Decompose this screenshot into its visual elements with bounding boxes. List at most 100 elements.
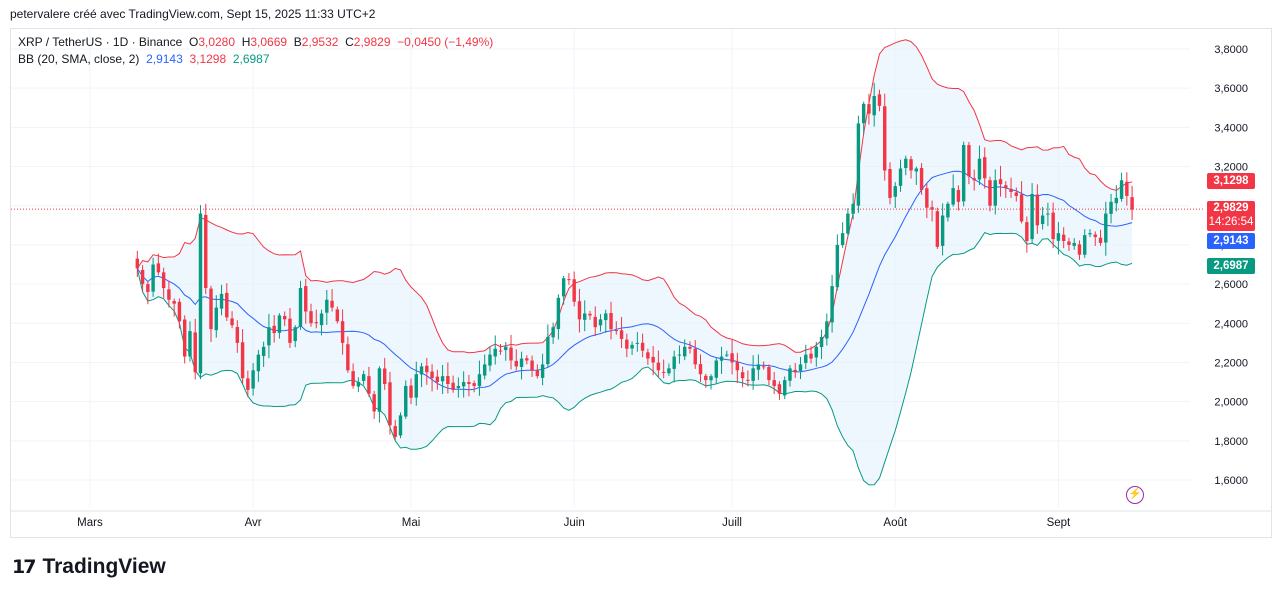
candle-body	[530, 360, 534, 371]
countdown-value: 14:26:54	[1208, 216, 1254, 228]
candle-body	[856, 123, 861, 206]
y-tick-label: 2,4000	[1214, 318, 1248, 330]
candle-body	[1014, 192, 1019, 196]
low-label: B	[293, 35, 302, 49]
candle-body	[230, 318, 234, 326]
candle-body	[940, 215, 945, 246]
candle-body	[1004, 185, 1008, 189]
candle-body	[535, 370, 540, 377]
candle-body	[251, 370, 255, 389]
candle-body	[877, 94, 882, 106]
candle-body	[1077, 244, 1082, 255]
candle-body	[919, 168, 924, 191]
candle-body	[961, 144, 966, 202]
candle-body	[598, 319, 603, 326]
candle-body	[256, 354, 261, 372]
candle-body	[167, 289, 171, 300]
candle-body	[630, 344, 634, 349]
candle-body	[404, 385, 408, 417]
candle-body	[398, 415, 403, 436]
candle-body	[951, 188, 955, 205]
candle-body	[593, 316, 597, 328]
candle-body	[819, 336, 824, 348]
candle-body	[772, 380, 776, 386]
candle-body	[1130, 197, 1134, 210]
x-tick-label: Juin	[564, 517, 585, 529]
candle-body	[1098, 237, 1103, 243]
lightning-bolt-icon[interactable]: ⚡	[1126, 486, 1144, 504]
bb-upper-line	[136, 39, 1133, 354]
candle-body	[909, 159, 913, 171]
candle-body	[893, 186, 897, 197]
candle-body	[756, 364, 761, 370]
symbol-name: XRP / TetherUS · 1D · Binance	[18, 35, 183, 49]
x-tick-label: Juill	[722, 517, 742, 529]
candle-body	[319, 313, 324, 326]
tradingview-logo[interactable]: 17 TradingView	[12, 555, 166, 578]
candle-body	[1067, 241, 1071, 245]
candle-body	[135, 258, 140, 269]
candle-body	[519, 358, 524, 367]
bb-basis-value: 2,9143	[146, 52, 183, 66]
tradingview-logo-icon: 17	[12, 556, 36, 578]
candle-body	[672, 356, 676, 369]
candle-body	[372, 394, 376, 412]
candle-body	[798, 364, 803, 372]
candle-body	[872, 96, 876, 116]
candle-body	[514, 360, 518, 367]
candle-body	[193, 332, 197, 373]
candle-body	[1009, 188, 1013, 193]
y-tick-label: 2,6000	[1214, 279, 1248, 291]
candle-body	[204, 214, 208, 289]
candle-body	[367, 376, 371, 394]
candle-body	[898, 168, 903, 186]
candle-body	[1088, 233, 1092, 235]
high-value: 3,0669	[250, 35, 288, 49]
candle-body	[225, 292, 229, 318]
candle-body	[572, 279, 576, 302]
candle-body	[698, 364, 703, 375]
candle-body	[235, 327, 240, 343]
chart-frame[interactable]	[10, 28, 1272, 538]
candle-body	[935, 211, 940, 247]
candle-body	[656, 362, 661, 371]
candle-body	[298, 288, 303, 327]
candle-body	[651, 356, 655, 363]
candle-body	[967, 145, 971, 177]
candle-body	[993, 180, 997, 206]
candle-body	[425, 365, 429, 373]
brand-name: TradingView	[42, 555, 166, 578]
candle-body	[393, 426, 397, 437]
candle-body	[482, 364, 487, 376]
candle-body	[683, 346, 687, 357]
y-tick-label: 3,4000	[1214, 122, 1248, 134]
candle-body	[614, 330, 619, 332]
candle-body	[151, 264, 155, 292]
candle-body	[309, 311, 313, 324]
candle-body	[846, 213, 850, 234]
candle-body	[546, 336, 550, 365]
candle-body	[556, 297, 561, 330]
candle-body	[609, 313, 613, 330]
bb-upper-value: 3,1298	[189, 52, 227, 66]
candle-body	[146, 284, 150, 292]
y-tick-label: 2,2000	[1214, 357, 1248, 369]
last-price-tag: 2,9829 14:26:54	[1207, 201, 1255, 231]
y-tick-label: 3,8000	[1214, 44, 1248, 56]
candle-body	[330, 300, 334, 308]
candle-body	[477, 374, 482, 387]
candle-body	[619, 330, 624, 339]
candle-body	[1109, 201, 1113, 214]
candle-body	[956, 189, 961, 202]
candle-body	[461, 382, 466, 387]
candle-body	[840, 233, 845, 246]
candle-body	[451, 382, 455, 390]
candle-body	[693, 348, 697, 365]
change-value: −0,0450 (−1,49%)	[397, 35, 494, 49]
candle-body	[430, 371, 434, 379]
candle-body	[156, 263, 161, 273]
close-label: C	[345, 35, 354, 49]
candle-body	[714, 360, 719, 378]
candle-body	[293, 327, 297, 342]
